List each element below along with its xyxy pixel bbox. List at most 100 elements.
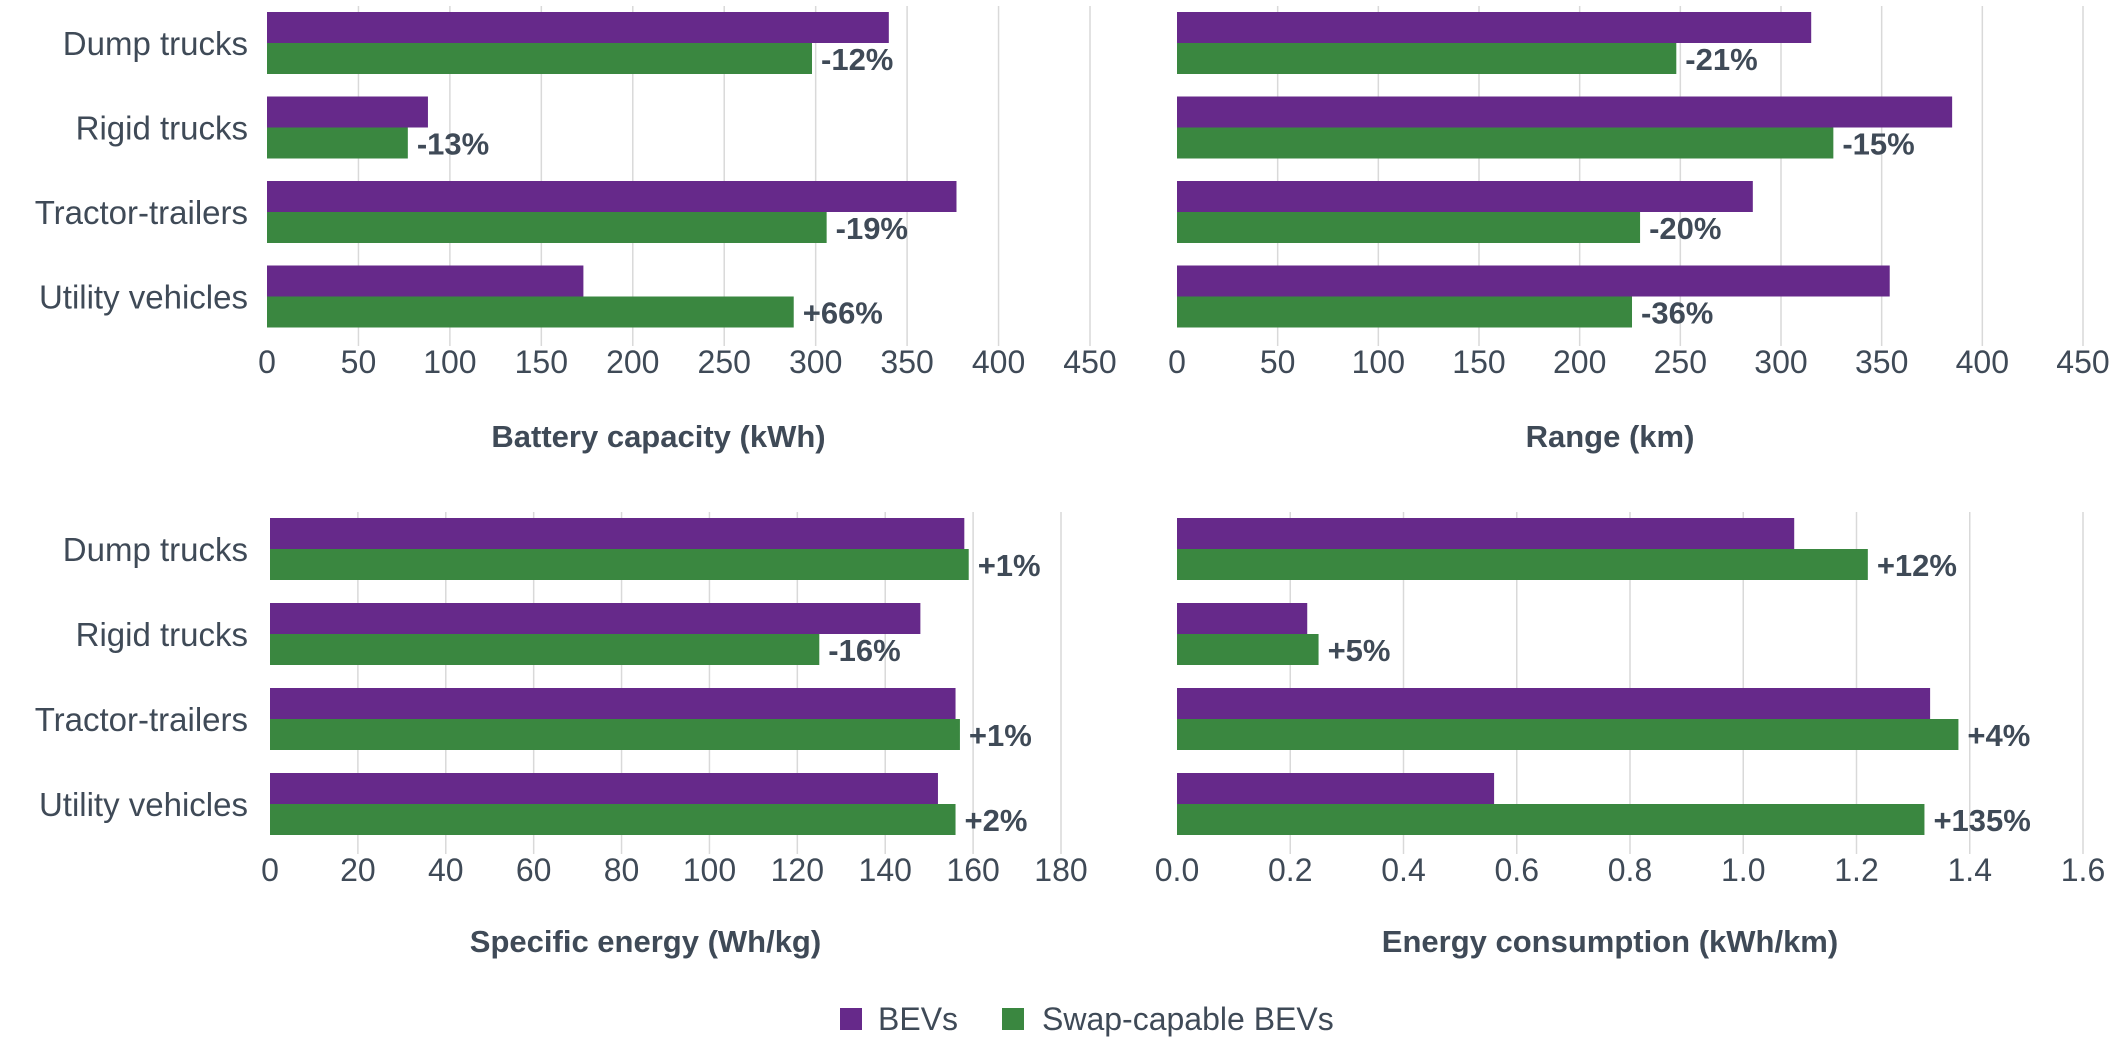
x-tick-label: 450 [2056,344,2109,380]
x-tick-label: 0.8 [1608,852,1652,888]
x-tick-label: 350 [1855,344,1908,380]
bar-swap-capable [1177,43,1677,74]
bar-bevs [270,773,938,804]
data-label: +2% [965,803,1028,838]
bar-swap-capable [1177,296,1633,328]
bar-bevs [1177,96,1953,128]
data-label: +5% [1328,633,1391,668]
chart-panel-4: 0.0 0.2 0.4 0.6 0.8 1.0 1.2 1.4 1.6 Energy consum… [1155,512,2105,959]
data-label: +135% [1933,803,2030,838]
bar-swap-capable [1177,212,1641,243]
bar-bevs [267,12,889,43]
legend-label-swap: Swap-capable BEVs [1042,1001,1334,1037]
x-tick-label: 150 [1452,344,1505,380]
data-label: +4% [1967,718,2030,753]
data-label: -12% [821,42,893,77]
x-tick-label: 0.0 [1155,852,1199,888]
x-tick-label: 300 [789,344,842,380]
bar-bevs [267,181,957,212]
x-tick-label: 80 [604,852,640,888]
bar-bevs [267,265,584,297]
data-label: -13% [417,127,489,162]
x-tick-label: 100 [1352,344,1405,380]
bar-swap-capable [1177,127,1834,159]
bar-bevs [270,603,921,634]
x-tick-label: 450 [1063,344,1116,380]
x-tick-label: 160 [946,852,999,888]
bar-swap-capable [270,634,820,665]
legend-swatch-bevs [840,1008,862,1030]
x-tick-label: 300 [1754,344,1807,380]
bar-bevs [1177,518,1795,549]
category-label: Rigid trucks [76,110,248,147]
category-label: Tractor-trailers [35,701,248,738]
x-tick-label: 60 [516,852,552,888]
bar-bevs [1177,12,1812,43]
x-tick-label: 100 [423,344,476,380]
x-tick-label: 180 [1034,852,1087,888]
x-tick-label: 40 [428,852,464,888]
x-tick-label: 400 [1956,344,2009,380]
bar-swap-capable [267,127,408,159]
data-label: -36% [1641,296,1713,331]
x-tick-label: 0.6 [1495,852,1539,888]
x-tick-label: 1.6 [2061,852,2105,888]
x-tick-label: 1.2 [1834,852,1878,888]
data-label: -19% [836,211,908,246]
legend-label-bevs: BEVs [878,1001,958,1037]
bar-swap-capable [270,549,969,580]
bar-bevs [1177,773,1495,804]
bar-bevs [270,688,956,719]
x-tick-label: 0 [1168,344,1186,380]
chart-panel-1: 0 50 100 150 200 250 300 350 400 450 Battery capac… [35,6,1117,454]
bar-swap-capable [1177,549,1868,580]
category-label: Utility vehicles [39,786,248,823]
data-label: -21% [1685,42,1757,77]
bar-swap-capable [1177,634,1319,665]
x-tick-label: 250 [698,344,751,380]
data-label: +66% [803,296,883,331]
x-tick-label: 0 [258,344,276,380]
x-tick-label: 150 [515,344,568,380]
chart-panel-3: 0 20 40 60 80 100 120 140 160 180 Specific energy … [35,512,1088,959]
bar-bevs [1177,181,1753,212]
data-label: +1% [969,718,1032,753]
x-tick-label: 400 [972,344,1025,380]
data-label: -15% [1842,127,1914,162]
legend-swatch-swap [1002,1008,1024,1030]
x-tick-label: 200 [1553,344,1606,380]
bar-bevs [270,518,965,549]
x-tick-label: 250 [1654,344,1707,380]
category-label: Tractor-trailers [35,194,248,231]
category-label: Dump trucks [63,531,248,568]
x-tick-label: 200 [606,344,659,380]
x-tick-label: 100 [683,852,736,888]
x-axis-title: Range (km) [1526,419,1695,454]
chart-panel-2: 0 50 100 150 200 250 300 350 400 450 Range (km) -21… [1168,6,2110,454]
category-label: Utility vehicles [39,279,248,316]
bar-swap-capable [270,804,956,835]
x-tick-label: 50 [1260,344,1296,380]
x-tick-label: 1.4 [1948,852,1992,888]
x-axis-title: Energy consumption (kWh/km) [1382,924,1838,959]
x-tick-label: 0.4 [1381,852,1425,888]
x-tick-label: 350 [880,344,933,380]
bar-swap-capable [270,719,960,750]
x-tick-label: 1.0 [1721,852,1765,888]
x-axis-title: Battery capacity (kWh) [491,419,825,454]
data-label: +1% [978,548,1041,583]
bar-swap-capable [1177,804,1925,835]
bar-bevs [1177,603,1308,634]
x-tick-label: 0.2 [1268,852,1312,888]
x-axis-title: Specific energy (Wh/kg) [470,924,821,959]
bar-swap-capable [267,43,813,74]
bar-bevs [1177,265,1890,297]
x-tick-label: 140 [859,852,912,888]
category-label: Dump trucks [63,25,248,62]
category-label: Rigid trucks [76,616,248,653]
x-tick-label: 20 [340,852,376,888]
bar-bevs [1177,688,1931,719]
legend: BEVs Swap-capable BEVs [840,1001,1334,1037]
